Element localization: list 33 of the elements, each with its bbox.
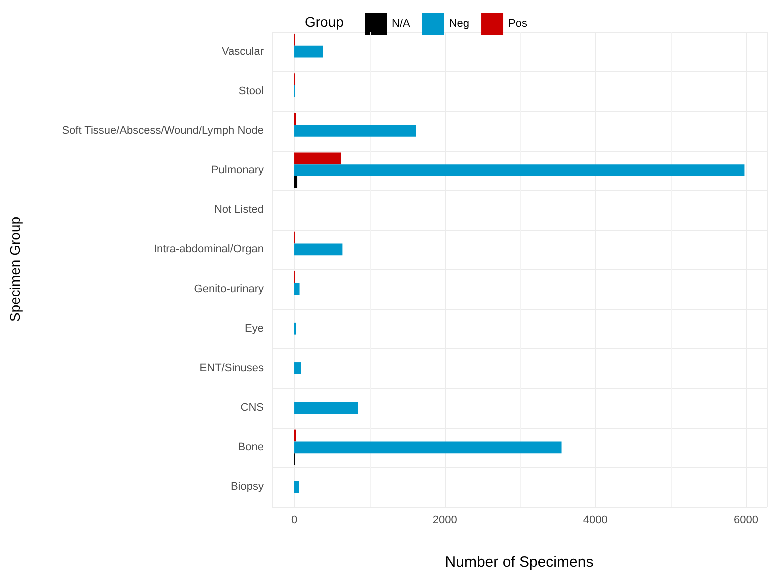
y-tick-label: CNS <box>240 402 264 414</box>
y-tick-label: Not Listed <box>214 204 264 216</box>
y-tick-label: Vascular <box>222 46 264 58</box>
bar <box>294 362 302 374</box>
x-tick-label: 4000 <box>583 514 608 526</box>
bar <box>294 152 342 165</box>
y-tick-label: Pulmonary <box>211 164 264 177</box>
y-tick-label: Soft Tissue/Abscess/Wound/Lymph Node <box>62 124 264 137</box>
y-tick-label: Genito-urinary <box>194 283 264 296</box>
y-tick-label: Stool <box>238 85 264 98</box>
legend-label: Pos <box>508 18 528 30</box>
y-tick-label: Bone <box>238 442 264 454</box>
x-tick-label: 2000 <box>432 514 458 526</box>
bar <box>294 244 343 256</box>
bar <box>294 481 300 494</box>
bar <box>294 125 416 137</box>
y-tick-label: Intra-abdominal/Organ <box>154 244 264 256</box>
bar <box>294 442 562 454</box>
y-axis-title: Specimen Group <box>7 216 23 322</box>
x-tick-label: 0 <box>291 514 298 526</box>
bar <box>294 176 298 188</box>
x-axis-title: Number of Specimens <box>445 554 594 571</box>
legend-title: Group <box>305 14 344 30</box>
bar <box>294 46 324 58</box>
bar <box>294 402 359 414</box>
y-tick-label: Biopsy <box>230 481 264 494</box>
x-tick-label: 6000 <box>734 514 758 526</box>
bar <box>294 283 300 296</box>
legend-label: N/A <box>392 18 411 30</box>
y-tick-label: Eye <box>245 322 264 335</box>
bar <box>294 164 745 176</box>
legend-label: Neg <box>449 18 470 30</box>
y-tick-label: ENT/Sinuses <box>200 362 264 374</box>
